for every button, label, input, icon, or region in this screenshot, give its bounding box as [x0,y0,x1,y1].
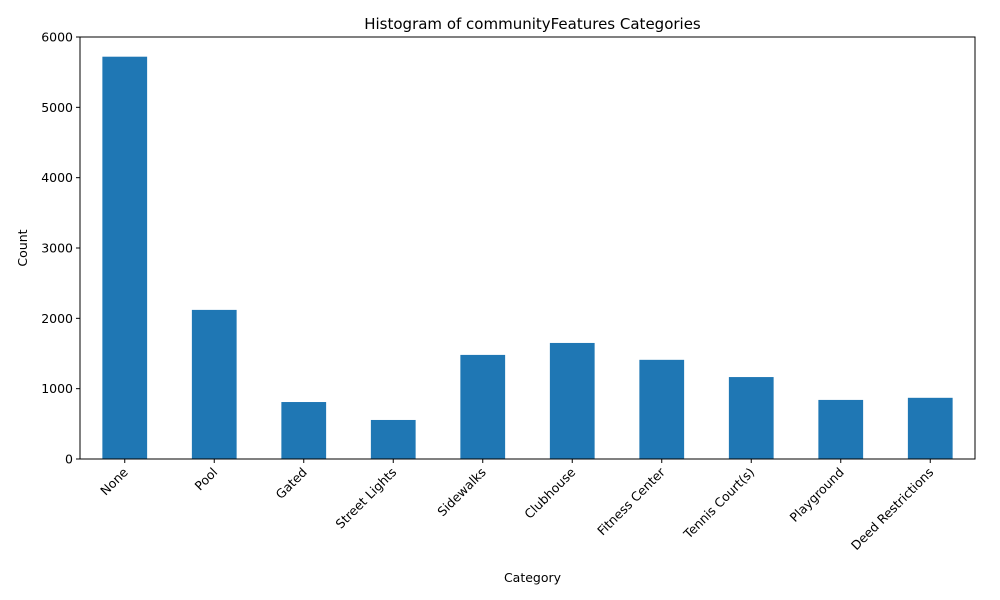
y-tick-label-5: 5000 [41,100,73,115]
y-tick-label-6: 6000 [41,30,73,45]
x-tick-label-4: Sidewalks [434,465,489,520]
x-tick-label-1: Pool [191,465,220,494]
bar-0 [102,56,148,460]
bar-7 [728,377,774,459]
chart-title: Histogram of communityFeatures Categorie… [364,15,701,33]
bars-group [102,56,953,460]
y-tick-label-1: 1000 [41,381,73,396]
bar-2 [281,402,327,459]
bar-1 [191,309,237,459]
bar-5 [549,342,595,459]
bar-4 [460,354,506,459]
x-tick-label-3: Street Lights [332,465,399,532]
y-axis: 0 1000 2000 3000 4000 5000 6000 [41,30,80,467]
y-tick-label-3: 3000 [41,241,73,256]
y-axis-label: Count [15,229,30,266]
x-tick-label-5: Clubhouse [521,464,578,521]
x-tick-label-0: None [97,464,131,498]
bar-3 [370,419,416,459]
y-tick-label-4: 4000 [41,170,73,185]
y-tick-label-0: 0 [65,452,73,467]
y-tick-label-2: 2000 [41,311,73,326]
x-axis-label: Category [504,570,562,585]
x-tick-label-9: Deed Restrictions [848,465,936,553]
bar-8 [818,399,864,459]
x-tick-label-2: Gated [272,465,309,502]
plot-frame [79,36,976,460]
x-tick-label-8: Playground [787,465,847,525]
bar-9 [907,397,953,459]
x-tick-label-6: Fitness Center [594,464,668,538]
bar-6 [639,359,685,459]
x-tick-label-7: Tennis Court(s) [680,465,758,543]
x-axis: None Pool Gated Street Lights Sidewalks Clubh… [97,459,936,553]
